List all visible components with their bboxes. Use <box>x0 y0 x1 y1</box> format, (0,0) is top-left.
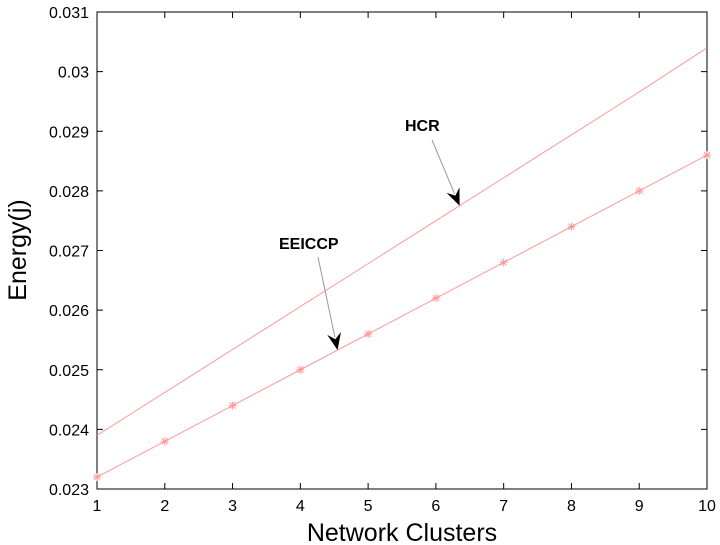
eeiccp-data-point <box>567 222 576 231</box>
y-tick-label: 0.025 <box>49 363 89 380</box>
eeiccp-data-point <box>635 186 644 195</box>
y-tick-label: 0.029 <box>49 124 89 141</box>
y-tick-label: 0.031 <box>49 5 89 22</box>
y-tick-label: 0.026 <box>49 303 89 320</box>
eeiccp-arrowhead <box>327 331 341 351</box>
y-tick-label: 0.03 <box>58 65 89 82</box>
x-tick-label: 9 <box>635 498 644 515</box>
hcr-series-line <box>96 47 708 436</box>
x-axis-ticks: 1 2 3 4 5 6 7 8 9 10 <box>93 12 716 515</box>
x-tick-label: 2 <box>160 498 169 515</box>
eeiccp-series-line <box>96 154 708 478</box>
x-tick-label: 7 <box>499 498 508 515</box>
x-tick-label: 3 <box>228 498 237 515</box>
annotation-eeiccp: EEICCP <box>279 236 339 253</box>
x-tick-label: 10 <box>698 498 716 515</box>
eeiccp-data-point <box>703 151 711 160</box>
y-tick-label: 0.028 <box>49 184 89 201</box>
eeiccp-data-point <box>93 473 101 482</box>
eeiccp-data-point <box>431 294 440 303</box>
eeiccp-arrow-line <box>317 256 336 338</box>
x-tick-label: 5 <box>364 498 373 515</box>
eeiccp-data-point <box>364 329 373 338</box>
eeiccp-data-point <box>228 401 237 410</box>
x-axis-title: Network Clusters <box>307 519 497 545</box>
hcr-arrowhead <box>446 187 460 206</box>
plot-area <box>96 11 708 490</box>
y-axis-title: Energy(j) <box>4 199 32 300</box>
series-layer <box>93 47 711 482</box>
y-axis-ticks: 0.023 0.024 0.025 0.026 0.027 0.028 0.029 0.03 0… <box>49 5 707 499</box>
eeiccp-data-point <box>296 365 305 374</box>
hcr-arrow-line <box>431 139 456 194</box>
y-tick-label: 0.027 <box>49 244 89 261</box>
y-tick-label: 0.023 <box>49 482 89 499</box>
annotations: HCR EEICCP <box>279 118 460 351</box>
eeiccp-data-point <box>160 437 169 446</box>
y-tick-label: 0.024 <box>49 422 89 439</box>
x-tick-label: 8 <box>567 498 576 515</box>
x-tick-label: 1 <box>93 498 102 515</box>
x-tick-label: 6 <box>431 498 440 515</box>
annotation-hcr: HCR <box>405 118 440 135</box>
x-tick-label: 4 <box>296 498 305 515</box>
eeiccp-data-point <box>499 258 508 267</box>
